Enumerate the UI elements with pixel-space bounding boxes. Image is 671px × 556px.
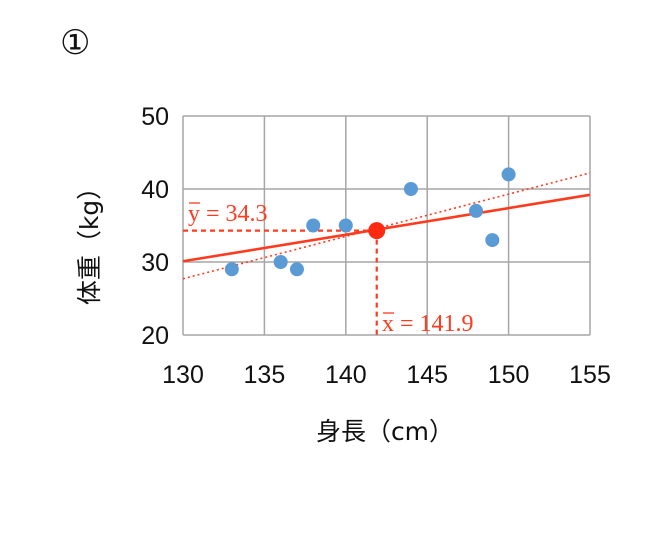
x-tick-label: 145 <box>406 361 448 389</box>
tick-labels: 130 135 140 145 150 155 20 30 40 50 <box>141 103 611 389</box>
x-tick-label: 150 <box>488 361 530 389</box>
data-point <box>338 218 353 233</box>
x-axis-title: 身長（cm） <box>316 417 454 446</box>
data-point <box>485 233 500 248</box>
x-tick-label: 155 <box>569 361 611 389</box>
dotted-line <box>182 172 591 280</box>
data-point <box>273 255 288 269</box>
data-points <box>224 167 516 277</box>
regression-line <box>182 193 591 263</box>
data-point <box>469 203 484 218</box>
chart-lines <box>182 172 591 335</box>
y-tick-label: 50 <box>141 103 169 131</box>
y-tick-label: 30 <box>141 249 169 277</box>
chart-annotations: y = 34.3 x = 141.9 <box>188 201 474 337</box>
x-tick-label: 135 <box>244 361 286 389</box>
x-mean-label: x = 141.9 <box>382 311 474 337</box>
data-point <box>289 262 304 277</box>
y-tick-label: 20 <box>141 322 169 350</box>
x-tick-label: 130 <box>162 361 204 389</box>
y-mean-label: y = 34.3 <box>188 201 268 227</box>
figure-label: ① <box>60 23 91 63</box>
data-point <box>403 182 418 196</box>
data-point <box>224 262 239 277</box>
data-point <box>306 218 321 233</box>
x-tick-label: 140 <box>325 361 367 389</box>
data-point <box>501 167 516 182</box>
mean-point <box>368 222 386 240</box>
y-axis-title: 体重（kg） <box>75 175 104 305</box>
y-tick-label: 40 <box>141 176 169 204</box>
